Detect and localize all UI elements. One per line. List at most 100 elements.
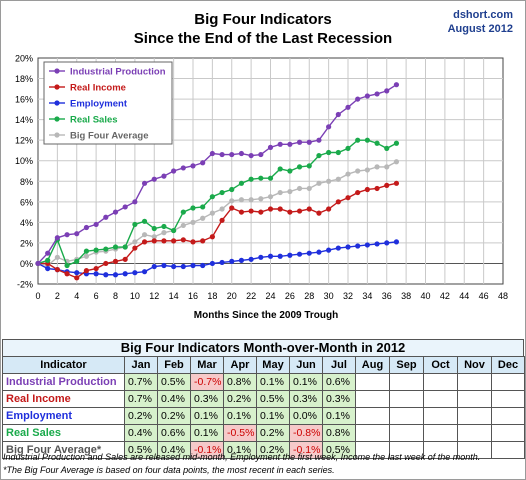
table-cell: 0.7%	[124, 390, 158, 408]
data-point-real-income	[258, 209, 264, 215]
data-point-industrial-production	[238, 150, 245, 157]
data-point-industrial-production	[74, 231, 80, 237]
series-real-sales	[35, 137, 400, 269]
header-month-jul: Jul	[322, 356, 356, 374]
data-point-industrial-production	[267, 144, 274, 150]
x-tick-label: 46	[479, 291, 489, 301]
data-point-real-sales	[258, 175, 264, 181]
y-tick-label: 18%	[15, 74, 33, 84]
x-tick-label: 14	[169, 291, 179, 301]
table-cell: 0.4%	[157, 390, 191, 408]
table-cell	[491, 441, 525, 459]
data-point-real-income	[287, 209, 293, 215]
x-tick-label: 22	[246, 291, 256, 301]
legend-marker-big-four-average	[54, 132, 60, 138]
data-point-employment	[171, 263, 177, 270]
table-cell: 0.8%	[322, 424, 356, 442]
data-point-employment	[93, 271, 99, 277]
table-row: Real Income 0.7% 0.4% 0.3% 0.2% 0.5% 0.3% 0.3%	[2, 390, 525, 408]
row-indicator-label: Employment	[2, 407, 125, 425]
x-tick-label: 48	[498, 291, 508, 301]
data-point-employment	[238, 257, 245, 263]
data-point-industrial-production	[355, 96, 361, 102]
table-cell: 0.1%	[322, 407, 356, 425]
x-tick-label: 18	[207, 291, 217, 301]
legend-label-industrial-production: Industrial Production	[70, 67, 166, 78]
data-point-employment	[161, 262, 167, 269]
data-point-real-sales	[122, 244, 128, 250]
table-cell	[457, 373, 492, 391]
data-point-real-income	[180, 237, 186, 243]
table-cell	[389, 407, 424, 425]
y-tick-label: 2%	[20, 238, 33, 248]
data-point-real-income	[112, 258, 119, 264]
row-indicator-label: Big Four Average*	[2, 441, 125, 459]
x-tick-label: 10	[130, 291, 140, 301]
data-point-employment	[103, 272, 109, 278]
series-industrial-production	[35, 82, 400, 267]
table-cell	[355, 424, 390, 442]
table-cell	[423, 373, 458, 391]
data-point-industrial-production	[277, 141, 283, 147]
header-month-apr: Apr	[223, 356, 257, 374]
table-cell	[423, 424, 458, 442]
data-point-big-four-average	[364, 167, 370, 173]
data-point-employment	[335, 245, 341, 251]
x-tick-label: 20	[227, 291, 237, 301]
header-month-jun: Jun	[289, 356, 323, 374]
x-tick-label: 4	[74, 291, 79, 301]
table-cell: 0.3%	[190, 390, 224, 408]
data-point-real-sales	[326, 149, 332, 156]
table-cell	[423, 390, 458, 408]
table-cell	[355, 390, 390, 408]
table-cell	[389, 424, 424, 442]
data-point-real-sales	[229, 186, 235, 193]
x-tick-label: 8	[113, 291, 118, 301]
mom-table: Indicator Jan Feb Mar Apr May Jun Jul Aug Sep Oct N…	[2, 356, 525, 459]
table-cell: -0.5%	[223, 424, 257, 442]
data-point-industrial-production	[180, 165, 186, 171]
data-point-real-income	[384, 182, 390, 188]
data-point-industrial-production	[54, 235, 60, 241]
data-point-employment	[345, 244, 351, 250]
table-cell	[389, 390, 424, 408]
table-title: Big Four Indicators Month-over-Month in …	[2, 339, 524, 356]
data-point-employment	[287, 252, 293, 258]
data-point-industrial-production	[45, 250, 51, 256]
row-indicator-label: Industrial Production	[2, 373, 125, 391]
y-tick-label: 12%	[15, 136, 33, 146]
table-cell: 0.3%	[322, 390, 356, 408]
data-point-employment	[132, 270, 138, 276]
data-point-real-income	[374, 185, 380, 192]
data-point-employment	[219, 259, 225, 266]
data-point-industrial-production	[384, 88, 390, 94]
table-cell: 0.2%	[223, 390, 257, 408]
data-point-industrial-production	[161, 173, 167, 179]
data-point-industrial-production	[326, 124, 332, 130]
data-point-real-income	[103, 260, 109, 267]
table-cell	[491, 424, 525, 442]
data-point-industrial-production	[229, 151, 235, 158]
mom-table-container: Big Four Indicators Month-over-Month in …	[2, 339, 525, 459]
table-cell: 0.1%	[190, 407, 224, 425]
data-point-industrial-production	[190, 163, 196, 169]
data-point-real-income	[171, 238, 177, 244]
data-point-industrial-production	[64, 232, 70, 238]
table-cell: 0.1%	[256, 373, 290, 391]
data-point-real-income	[345, 195, 351, 201]
table-row: Industrial Production 0.7% 0.5% -0.7% 0.8% 0.…	[2, 373, 525, 391]
data-point-industrial-production	[219, 151, 225, 158]
data-point-big-four-average	[267, 194, 274, 200]
table-cell: 0.7%	[124, 373, 158, 391]
x-tick-label: 28	[304, 291, 314, 301]
data-point-real-income	[83, 268, 90, 274]
series-real-income	[35, 180, 400, 281]
data-point-industrial-production	[306, 139, 312, 145]
data-point-big-four-average	[209, 210, 215, 216]
data-point-industrial-production	[83, 224, 90, 231]
data-point-employment	[277, 253, 283, 259]
data-point-real-sales	[200, 204, 206, 210]
row-indicator-label: Real Sales	[2, 424, 125, 442]
table-cell: 0.3%	[289, 390, 323, 408]
table-cell: 0.5%	[157, 373, 191, 391]
